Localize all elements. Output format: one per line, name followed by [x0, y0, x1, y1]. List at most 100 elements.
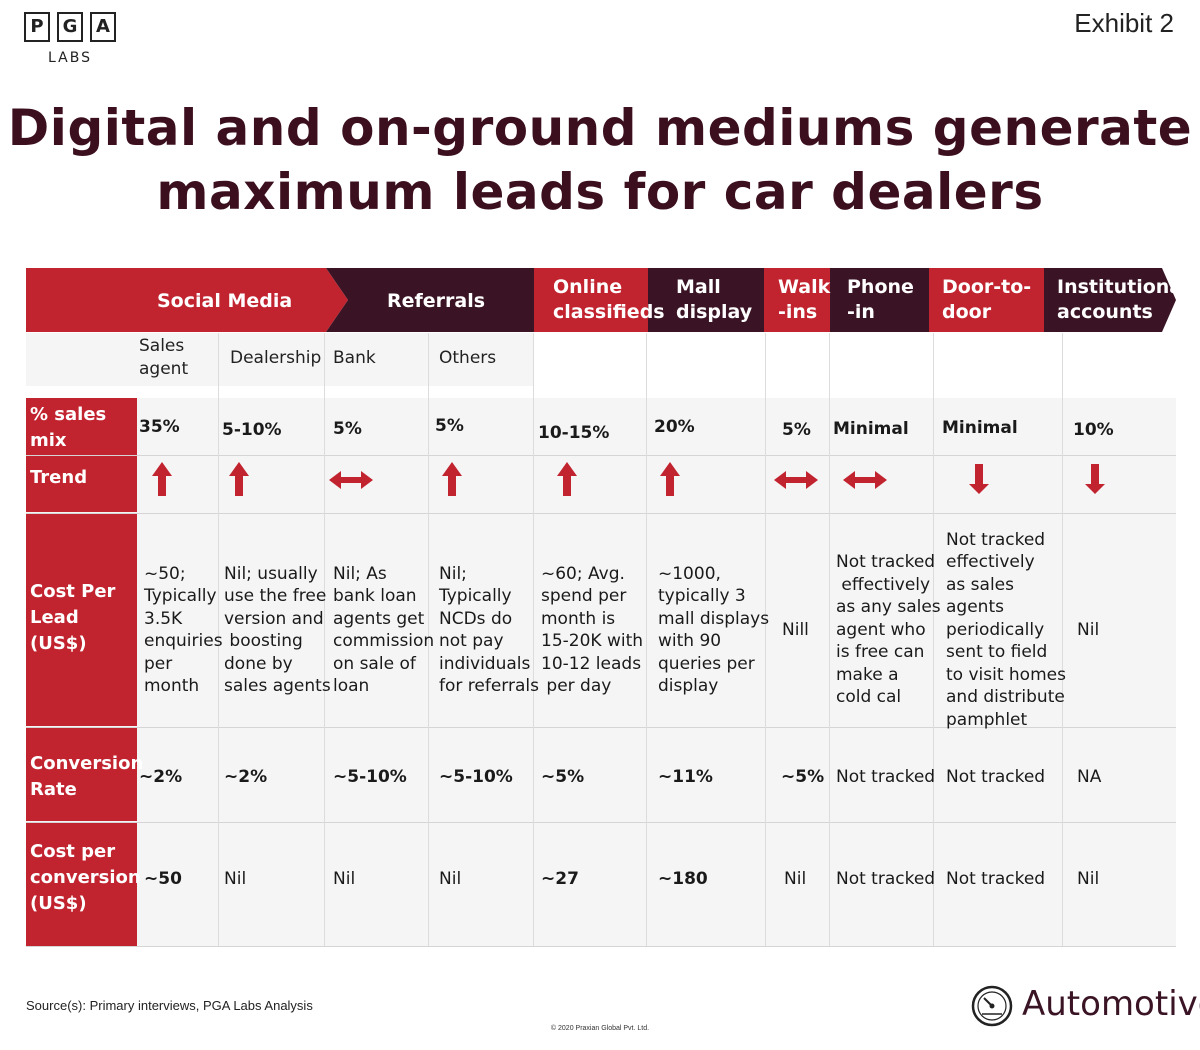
- cost-per-lead-cell: Nil: [1077, 619, 1100, 640]
- cost-per-conversion-value: ~27: [541, 869, 579, 889]
- logo-letter-a: A: [90, 12, 116, 42]
- header-walk-ins: Walk -ins: [778, 276, 831, 323]
- logo-letter-p: P: [24, 12, 50, 42]
- header-online-classifieds: Online classifieds: [553, 276, 665, 323]
- header-chevron-social: [26, 268, 348, 332]
- conversion-rate-value: ~5%: [541, 767, 585, 787]
- header-chevron-referrals: [326, 268, 534, 332]
- header-institutional-accounts: Institutional accounts: [1057, 276, 1189, 323]
- column-divider: [765, 333, 766, 946]
- conversion-rate-value: ~2%: [224, 767, 268, 787]
- column-divider: [428, 333, 429, 946]
- source-note: Source(s): Primary interviews, PGA Labs …: [26, 998, 313, 1013]
- header-social-media: Social Media: [157, 290, 293, 312]
- sales-mix-value: 5%: [435, 416, 464, 436]
- sales-mix-value: 20%: [654, 417, 695, 437]
- column-divider: [533, 333, 534, 946]
- label-trend: Trend: [26, 456, 137, 512]
- trend-up-arrow-icon: [442, 462, 462, 496]
- trend-down-arrow-icon: [969, 464, 989, 494]
- row-divider: [26, 727, 1176, 728]
- header-phone-in: Phone -in: [847, 276, 914, 323]
- trend-both-arrow-icon: [329, 471, 373, 489]
- sales-mix-value: Minimal: [942, 418, 1018, 438]
- label-sales-mix: % sales mix: [26, 398, 137, 455]
- row-divider: [26, 455, 1176, 456]
- cost-per-lead-cell: Nil; Typically NCDs do not pay individuals fo…: [439, 563, 539, 697]
- trend-both-arrow-icon: [843, 471, 887, 489]
- header-chevron-walk: [764, 268, 830, 332]
- trend-both-arrow-icon: [774, 471, 818, 489]
- header-referrals: Referrals: [387, 290, 486, 312]
- subheader-bank: Bank: [333, 348, 376, 368]
- cost-per-lead-cell: ~50; Typically 3.5K enquiries per month: [144, 563, 223, 697]
- row-divider: [26, 513, 1176, 514]
- cost-per-lead-cell: Not tracked effectively as any sales agent…: [836, 552, 941, 708]
- row-divider: [26, 822, 1176, 823]
- trend-up-arrow-icon: [229, 462, 249, 496]
- logo-letter-g: G: [57, 12, 83, 42]
- header-chevron-online: [534, 268, 648, 332]
- cost-per-lead-cell: ~60; Avg. spend per month is 15-20K with 10-…: [541, 563, 644, 697]
- title-line-2: maximum leads for car dealers: [156, 163, 1044, 221]
- cost-per-lead-cell: ~1000, typically 3 mall displays with 90 que…: [658, 563, 770, 697]
- sales-mix-value: 5%: [333, 419, 362, 439]
- title-line-1: Digital and on-ground mediums generate: [7, 99, 1193, 157]
- conversion-rate-value: ~5%: [781, 767, 825, 787]
- column-divider: [933, 333, 934, 946]
- header-mall-display: Mall display: [676, 276, 753, 323]
- sales-mix-value: 5-10%: [222, 420, 282, 440]
- cost-per-conversion-value: Nil: [439, 869, 462, 889]
- cost-per-conversion-value: ~180: [658, 869, 708, 889]
- page-title: Digital and on-ground mediums generate m…: [0, 96, 1200, 224]
- column-divider: [218, 333, 219, 946]
- header-chevron-door: [929, 268, 1044, 332]
- header-chevron-institutional: [1044, 268, 1176, 332]
- cost-per-lead-cell: Nill: [782, 619, 809, 640]
- cost-per-conversion-value: Not tracked: [836, 869, 936, 889]
- trend-down-arrow-icon: [1085, 464, 1105, 494]
- column-divider: [324, 333, 325, 946]
- trend-up-arrow-icon: [152, 462, 172, 496]
- pga-labs-logo: P G A LABS: [24, 12, 116, 68]
- cost-per-conversion-value: Nil: [1077, 869, 1100, 889]
- header-chevron-bar: [26, 268, 1176, 332]
- cost-per-conversion-value: Nil: [224, 869, 247, 889]
- cost-per-conversion-value: Not tracked: [946, 869, 1046, 889]
- trend-up-arrow-icon: [557, 462, 577, 496]
- cost-per-conversion-value: Nil: [784, 869, 807, 889]
- header-chevron-mall: [648, 268, 764, 332]
- column-divider: [1062, 333, 1063, 946]
- sales-mix-value: Minimal: [833, 419, 909, 439]
- conversion-rate-value: Not tracked: [946, 767, 1046, 787]
- sales-mix-value: 35%: [139, 417, 180, 437]
- exhibit-label: Exhibit 2: [1074, 8, 1174, 38]
- cost-per-conversion-value: Nil: [333, 869, 356, 889]
- conversion-rate-value: ~11%: [658, 767, 713, 787]
- header-door-to-door: Door-to-door: [942, 276, 1032, 323]
- sales-mix-value: 10%: [1073, 420, 1114, 440]
- subheader-dealership: Dealership: [230, 348, 322, 368]
- row-divider: [26, 946, 1176, 947]
- cost-per-lead-cell: Not tracked effectively as sales agents peri…: [946, 529, 1066, 730]
- subheader-sales-agent: Sales agent: [139, 336, 189, 379]
- conversion-rate-value: ~5-10%: [439, 767, 513, 787]
- copyright-note: © 2020 Praxian Global Pvt. Ltd.: [550, 1025, 650, 1032]
- cost-per-conversion-value: ~50: [144, 869, 182, 889]
- conversion-rate-value: ~5-10%: [333, 767, 407, 787]
- conversion-rate-value: NA: [1077, 767, 1102, 787]
- label-cost-per-conversion: Cost per conversion (US$): [26, 823, 141, 946]
- cost-per-lead-cell: Nil; As bank loan agents get commission on s…: [333, 563, 435, 697]
- trend-up-arrow-icon: [660, 462, 680, 496]
- header-chevron-phone: [830, 268, 929, 332]
- cost-per-lead-cell: Nil; usually use the free version and boos…: [224, 563, 331, 697]
- subheader-row: [26, 333, 534, 386]
- label-cost-per-lead: Cost Per Lead (US$): [26, 514, 137, 726]
- conversion-rate-value: ~2%: [139, 767, 183, 787]
- sales-mix-value: 10-15%: [538, 423, 610, 443]
- logo-labs: LABS: [48, 50, 92, 66]
- sector-label: Automotive: [1022, 984, 1200, 1024]
- table-body: [26, 398, 1176, 946]
- column-divider: [646, 333, 647, 946]
- column-divider: [829, 333, 830, 946]
